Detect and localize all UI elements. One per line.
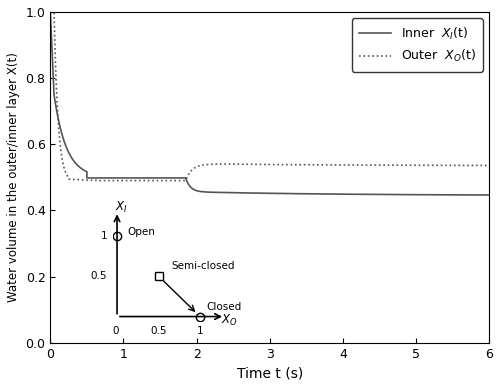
Outer  $X_O$(t) [486, 163, 492, 168]
Inner  $X_I$(t) [178, 176, 184, 180]
Outer  $X_O$(t) [353, 163, 359, 167]
Outer  $X_O$(t) [58, 147, 64, 152]
Y-axis label: Water volume in the outer/inner layer X(t): Water volume in the outer/inner layer X(… [7, 52, 20, 302]
Text: $X_I$: $X_I$ [115, 200, 128, 215]
Inner  $X_I$(t) [48, 10, 54, 14]
Text: 0: 0 [112, 326, 118, 336]
Legend: Inner  $X_I$(t), Outer  $X_O$(t): Inner $X_I$(t), Outer $X_O$(t) [352, 18, 483, 72]
Text: Closed: Closed [206, 302, 242, 312]
Inner  $X_I$(t) [486, 193, 492, 197]
Text: 1: 1 [100, 231, 107, 241]
Outer  $X_O$(t) [51, 10, 57, 14]
Outer  $X_O$(t) [202, 163, 207, 167]
Text: $X_O$: $X_O$ [221, 313, 238, 328]
Text: Open: Open [127, 227, 155, 236]
Inner  $X_I$(t) [83, 169, 89, 174]
Text: 1: 1 [197, 326, 203, 336]
Line: Inner  $X_I$(t): Inner $X_I$(t) [50, 12, 489, 195]
Inner  $X_I$(t) [152, 176, 158, 180]
Outer  $X_O$(t) [95, 178, 101, 183]
Inner  $X_I$(t) [78, 166, 84, 170]
Line: Outer  $X_O$(t): Outer $X_O$(t) [50, 12, 489, 181]
Outer  $X_O$(t) [48, 10, 54, 14]
Text: 0.5: 0.5 [150, 326, 167, 336]
Text: 0.5: 0.5 [90, 271, 107, 281]
X-axis label: Time t (s): Time t (s) [236, 366, 303, 380]
Inner  $X_I$(t) [58, 125, 64, 130]
Text: Semi-closed: Semi-closed [171, 261, 234, 271]
Outer  $X_O$(t) [55, 116, 61, 120]
Outer  $X_O$(t) [450, 163, 456, 168]
Inner  $X_I$(t) [412, 192, 418, 197]
